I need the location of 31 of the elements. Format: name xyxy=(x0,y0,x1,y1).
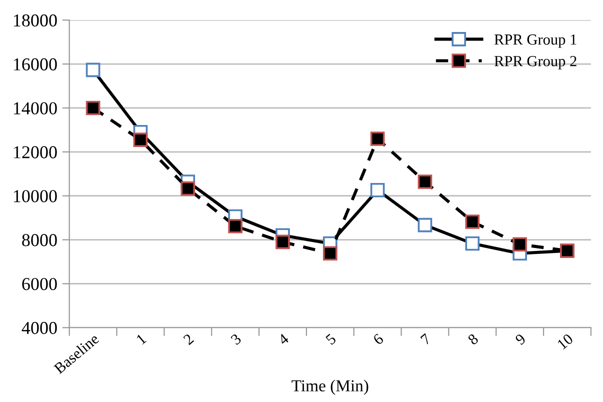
point xyxy=(180,181,196,196)
x-tick-label: 4 xyxy=(277,333,290,346)
y-tick-label: 16000 xyxy=(14,58,57,70)
x-tick-label: 5 xyxy=(325,333,337,346)
x-tick-label: 7 xyxy=(420,333,432,345)
x-axis-title: Time (Min) xyxy=(292,380,368,395)
x-tick-label: 3 xyxy=(230,333,242,346)
y-tick-label: 14000 xyxy=(14,102,57,114)
x-tick-label: 1 xyxy=(136,333,147,345)
y-tick-label: 8000 xyxy=(22,234,57,246)
x-tick-label: 6 xyxy=(372,333,384,346)
y-tick-label: 10000 xyxy=(14,190,57,202)
x-tick-label: 9 xyxy=(514,333,526,346)
point xyxy=(276,234,290,250)
point xyxy=(86,100,100,116)
y-tick-label: 12000 xyxy=(14,146,57,158)
point xyxy=(418,174,432,189)
point xyxy=(370,132,385,146)
x-tick-label: 10 xyxy=(556,333,574,350)
legend-label: RPR Group 2 xyxy=(494,56,576,70)
point xyxy=(322,246,338,261)
point xyxy=(133,132,148,147)
point xyxy=(228,218,242,234)
x-tick-label: 8 xyxy=(467,333,479,346)
x-tick-label: 2 xyxy=(182,333,194,346)
legend-label: RPR Group 1 xyxy=(494,34,576,48)
point xyxy=(465,214,480,229)
y-tick-label: 6000 xyxy=(22,278,57,290)
y-tick-label: 4000 xyxy=(22,322,57,334)
point xyxy=(512,237,527,252)
y-tick-label: 18000 xyxy=(14,14,57,27)
